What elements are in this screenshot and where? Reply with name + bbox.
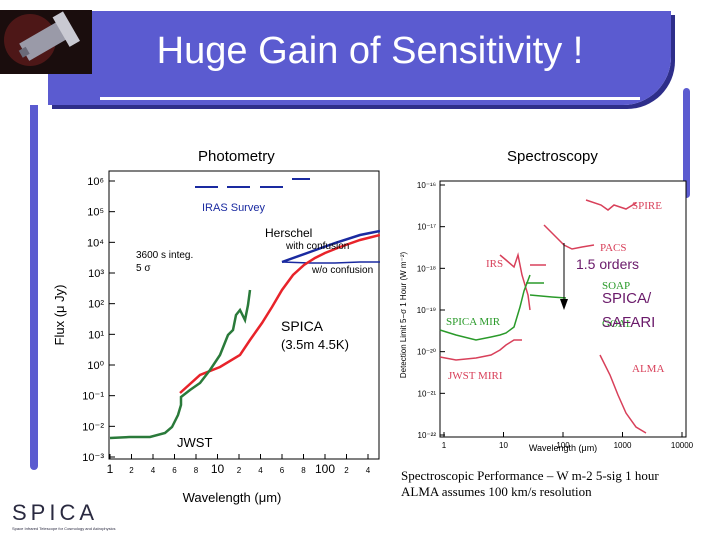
spectroscopy-y-tick-label: 10⁻²²	[418, 431, 437, 440]
spica-label: SPICA	[281, 318, 324, 334]
jwst-miri-label: JWST MIRI	[448, 370, 503, 382]
page-title: Huge Gain of Sensitivity !	[156, 30, 584, 72]
spectroscopy-x-tick-label: 1000	[614, 441, 632, 450]
photometry-x-tick-label: 4	[258, 466, 263, 475]
spacecraft-logo-image	[0, 10, 92, 74]
caption-line1: Spectroscopic Performance – W m-2 5-sig …	[401, 468, 659, 483]
photometry-y-tick-label: 10⁰	[87, 360, 104, 372]
safari-line	[529, 294, 567, 299]
spica-logo-subtext: Space Infrared Telescope for Cosmology a…	[12, 526, 116, 531]
photometry-x-ticks: 1 2 4 6 8 10 2 4 6 8 100 2 4	[107, 454, 371, 476]
spectroscopy-y-ticks: 10⁻¹⁶ 10⁻¹⁷ 10⁻¹⁸ 10⁻¹⁹ 10⁻²⁰ 10⁻²¹ 10⁻²²	[417, 181, 445, 440]
iras-survey-line	[195, 178, 310, 188]
photometry-x-tick-label: 6	[172, 466, 177, 475]
photometry-y-tick-label: 10⁵	[87, 207, 104, 219]
caption-line2: ALMA assumes 100 km/s resolution	[401, 484, 592, 499]
spectroscopy-x-tick-label: 100	[556, 441, 570, 450]
jwst-miri-line	[439, 339, 522, 361]
herschel-with-confusion-line	[281, 229, 380, 264]
photometry-y-tick-label: 10³	[88, 268, 104, 280]
pacs-line	[543, 224, 595, 250]
photometry-y-tick-label: 10⁴	[87, 237, 104, 249]
spica-logo-text: SPICA	[12, 500, 98, 525]
orders-label: 1.5 orders	[576, 256, 639, 272]
spectroscopy-x-tick-label: 10000	[671, 441, 694, 450]
left-decorative-rail	[30, 105, 38, 470]
photometry-x-tick-label: 4	[151, 466, 156, 475]
photometry-x-tick-label: 6	[280, 466, 285, 475]
orders-arrow-head	[560, 299, 568, 310]
photometry-x-tick-label: 2	[129, 466, 134, 475]
spectroscopy-y-tick-label: 10⁻¹⁸	[417, 264, 436, 273]
spectroscopy-y-tick-label: 10⁻¹⁷	[417, 223, 436, 232]
irs-line	[499, 252, 531, 311]
spectroscopy-y-tick-label: 10⁻²¹	[418, 389, 437, 398]
photometry-x-tick-label: 10	[211, 462, 225, 476]
irs-label: IRS	[486, 258, 503, 270]
right-decorative-rail	[683, 88, 690, 198]
safari-label-line1: SPICA/	[602, 290, 652, 307]
pacs-label: PACS	[600, 242, 627, 254]
alma-line	[599, 354, 647, 434]
photometry-x-axis-label: Wavelength (μm)	[183, 490, 282, 505]
photometry-x-tick-label: 8	[194, 466, 199, 475]
goal-label: GOAL	[602, 318, 633, 330]
spectroscopy-x-tick-label: 1	[442, 441, 447, 450]
iras-survey-label: IRAS Survey	[202, 202, 265, 214]
photometry-y-tick-label: 10¹	[88, 329, 104, 341]
spectroscopy-label: Spectroscopy	[507, 148, 598, 165]
spectroscopy-x-tick-label: 10	[499, 441, 508, 450]
alma-label: ALMA	[632, 363, 664, 375]
photometry-x-tick-label: 4	[366, 466, 371, 475]
soap-label: SOAP	[602, 280, 630, 292]
spectroscopy-x-ticks: 1 10 100 1000 10000	[442, 432, 694, 450]
spectroscopy-y-axis-label: Detection Limit 5−σ 1 Hour (W m⁻²)	[399, 252, 408, 379]
spica-mir-label: SPICA MIR	[446, 316, 501, 328]
photometry-x-tick-label: 1	[107, 462, 114, 476]
spectroscopy-plot-area	[439, 180, 687, 438]
spica-spec-label: (3.5m 4.5K)	[281, 337, 349, 352]
photometry-y-tick-label: 10⁶	[87, 176, 104, 188]
without-confusion-label: w/o confusion	[311, 265, 373, 276]
photometry-y-tick-label: 10²	[88, 299, 104, 311]
photometry-x-tick-label: 2	[344, 466, 349, 475]
with-confusion-label: with confusion	[285, 241, 349, 252]
photometry-y-tick-label: 10⁻¹	[82, 391, 104, 403]
spectroscopy-y-tick-label: 10⁻¹⁶	[417, 181, 436, 190]
photometry-y-tick-label: 10⁻³	[82, 452, 104, 464]
spire-line	[585, 199, 637, 211]
safari-label-line2: SAFARI	[602, 314, 655, 331]
photometry-y-axis-label: Flux (μ Jy)	[52, 285, 67, 346]
title-bar	[48, 11, 671, 105]
jwst-sensitivity-line	[109, 289, 252, 440]
photometry-y-tick-label: 10⁻²	[82, 421, 104, 433]
photometry-x-tick-label: 2	[237, 466, 242, 475]
sigma-label: 5 σ	[136, 263, 151, 274]
title-underline	[100, 97, 640, 100]
spica-sensitivity-line	[179, 233, 380, 394]
herschel-without-confusion-line	[281, 261, 380, 264]
photometry-plot-area	[108, 170, 380, 460]
jwst-label: JWST	[177, 435, 212, 450]
spica-mir-line	[439, 274, 531, 341]
photometry-label: Photometry	[198, 148, 275, 165]
herschel-label: Herschel	[265, 226, 312, 240]
spica-footer-logo: SPICA Space Infrared Telescope for Cosmo…	[12, 500, 116, 531]
spectroscopy-x-axis-label: Wavelength (μm)	[529, 443, 597, 453]
photometry-x-tick-label: 8	[301, 466, 306, 475]
photometry-x-tick-label: 100	[315, 462, 335, 476]
spectroscopy-y-tick-label: 10⁻¹⁹	[417, 306, 436, 315]
spire-label: SPIRE	[632, 200, 662, 212]
integration-time-label: 3600 s integ.	[136, 250, 193, 261]
photometry-y-ticks: 10⁶ 10⁵ 10⁴ 10³ 10² 10¹ 10⁰ 10⁻¹ 10⁻² 10⁻³	[82, 176, 115, 464]
spectroscopy-y-tick-label: 10⁻²⁰	[417, 348, 436, 357]
